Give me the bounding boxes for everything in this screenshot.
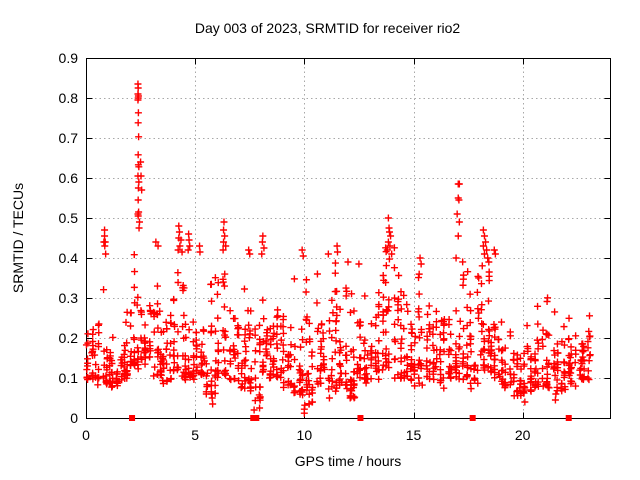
- x-tick-label: 0: [82, 427, 90, 443]
- y-axis-label: SRMTID / TECUs: [10, 182, 26, 294]
- y-tick-label: 0.9: [58, 50, 78, 66]
- x-axis-label: GPS time / hours: [294, 453, 402, 469]
- y-tick-label: 0: [70, 410, 78, 426]
- x-tick-label: 10: [296, 427, 313, 443]
- y-tick-label: 0.8: [58, 90, 78, 106]
- y-tick-label: 0.7: [58, 130, 78, 146]
- y-tick-label: 0.4: [58, 250, 78, 266]
- y-tick-label: 0.1: [58, 370, 78, 386]
- x-tick-label: 15: [405, 427, 422, 443]
- chart-title: Day 003 of 2023, SRMTID for receiver rio…: [194, 20, 461, 36]
- y-tick-label: 0.6: [58, 170, 78, 186]
- x-tick-label: 5: [191, 427, 200, 443]
- x-tick-label: 20: [514, 427, 531, 443]
- y-tick-label: 0.5: [58, 210, 78, 226]
- y-tick-label: 0.3: [58, 290, 78, 306]
- y-tick-label: 0.2: [58, 330, 78, 346]
